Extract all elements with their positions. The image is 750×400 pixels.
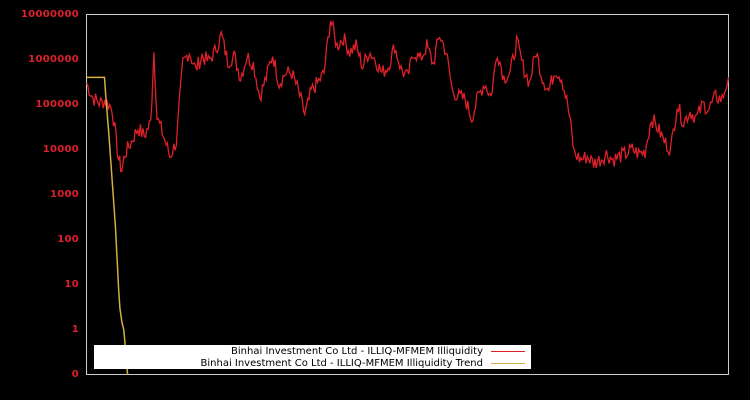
- y-tick-label: 10000000: [20, 8, 79, 20]
- legend-item-trend: Binhai Investment Co Ltd - ILLIQ-MFMEM I…: [200, 357, 525, 369]
- y-tick-label: 10: [64, 278, 79, 290]
- plot-frame: [86, 14, 729, 375]
- legend-label: Binhai Investment Co Ltd - ILLIQ-MFMEM I…: [231, 345, 483, 357]
- illiquidity-trend-line: [86, 76, 129, 375]
- y-tick-label: 100: [57, 233, 79, 245]
- legend-swatch-gold: [491, 362, 525, 364]
- legend: Binhai Investment Co Ltd - ILLIQ-MFMEM I…: [94, 345, 531, 369]
- y-tick-label: 100000: [35, 98, 79, 110]
- legend-label: Binhai Investment Co Ltd - ILLIQ-MFMEM I…: [200, 357, 484, 369]
- y-tick-label: 1000000: [28, 53, 79, 65]
- illiquidity-line: [85, 19, 730, 173]
- y-tick-label: 1: [71, 323, 79, 335]
- legend-item-illiquidity: Binhai Investment Co Ltd - ILLIQ-MFMEM I…: [231, 345, 525, 357]
- y-tick-label: 0: [71, 368, 79, 380]
- y-tick-label: 1000: [49, 188, 79, 200]
- series-layer: [85, 19, 730, 375]
- legend-swatch-red: [491, 350, 525, 352]
- y-tick-label: 10000: [42, 143, 79, 155]
